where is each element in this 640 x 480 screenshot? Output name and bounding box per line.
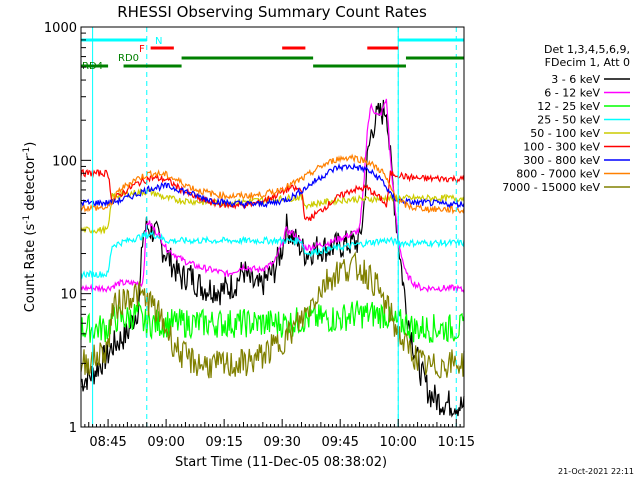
timestamp: 21-Oct-2021 22:11 [558, 467, 634, 476]
state-bar-label-n: N [155, 36, 162, 47]
legend-header-line-1: Det 1,3,4,5,6,9, [544, 43, 630, 56]
y-axis-label-part-3: ) [23, 142, 38, 147]
legend-label-3: 12 - 25 keV [537, 100, 600, 113]
x-tick-label-1: 08:45 [89, 435, 126, 450]
y-axis-label-part-1: Count Rate (s [23, 224, 38, 313]
legend-label-5: 50 - 100 keV [530, 127, 600, 140]
series-line-50-100-kev [80, 187, 465, 236]
series-line-800-7000-kev [80, 153, 465, 215]
legend: Det 1,3,4,5,6,9, FDecim 1, Att 0 3 - 6 k… [502, 43, 630, 194]
y-tick-label-1: 1 [69, 421, 77, 436]
x-axis-ticks: 08:45 09:00 09:15 09:30 09:45 10:00 10:15 [84, 419, 475, 450]
state-bar-label-f: F [139, 44, 145, 55]
plot-frame [80, 26, 465, 428]
legend-label-1: 3 - 6 keV [551, 73, 600, 86]
series-line-100-300-kev [80, 169, 465, 222]
series-line-7000-15000-kev [80, 251, 465, 379]
legend-label-6: 100 - 300 keV [523, 141, 600, 154]
chart-title: RHESSI Observing Summary Count Rates [117, 3, 427, 21]
legend-label-4: 25 - 50 keV [537, 114, 600, 127]
x-tick-label-4: 09:30 [263, 435, 300, 450]
state-bar-label-rd4: RD4 [82, 61, 103, 72]
legend-label-9: 7000 - 15000 keV [502, 181, 600, 194]
state-bar-label-rd0: RD0 [118, 53, 139, 64]
x-tick-label-2: 09:00 [147, 435, 184, 450]
y-axis-label-sup-1: -1 [22, 215, 32, 224]
series-line-12-25-kev [80, 300, 465, 343]
legend-header-line-2: FDecim 1, Att 0 [545, 56, 630, 69]
y-axis-label-part-2: detector [23, 155, 38, 215]
x-tick-label-5: 09:45 [321, 435, 358, 450]
legend-label-8: 800 - 7000 keV [516, 168, 600, 181]
legend-label-7: 300 - 800 keV [523, 154, 600, 167]
legend-label-2: 6 - 12 keV [544, 87, 600, 100]
y-axis-label-sup-2: -1 [22, 147, 32, 156]
y-tick-label-2: 10 [60, 288, 77, 303]
x-tick-label-7: 10:15 [438, 435, 475, 450]
series-line-25-50-kev [80, 230, 465, 280]
series-line-6-12-kev [80, 98, 465, 293]
x-axis-label: Start Time (11-Dec-05 08:38:02) [175, 455, 387, 470]
series-line-3-6-kev [80, 99, 465, 418]
y-tick-label-4: 1000 [44, 21, 77, 36]
series-line-300-800-kev [80, 162, 465, 210]
y-axis-label: Count Rate (s-1 detector-1) [22, 142, 38, 313]
y-tick-label-3: 100 [52, 154, 77, 169]
y-axis-ticks: 1 10 100 1000 [44, 21, 91, 436]
x-tick-label-3: 09:15 [205, 435, 242, 450]
x-tick-label-6: 10:00 [379, 435, 416, 450]
